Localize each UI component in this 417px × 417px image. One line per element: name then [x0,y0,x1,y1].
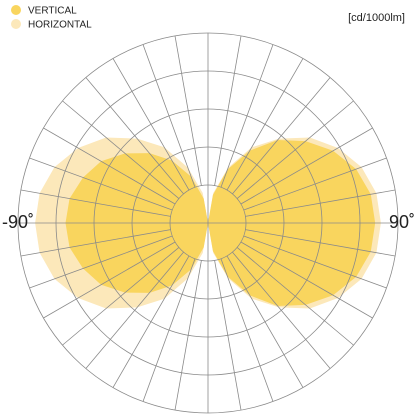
grid-spoke [174,260,202,411]
grid-spoke [142,258,196,402]
grid-spoke [236,100,354,199]
grid-spoke [43,241,176,319]
grid-spoke [112,58,190,191]
grid-spoke [20,229,171,257]
grid-spoke [232,251,331,369]
grid-spoke [43,127,176,205]
grid-spoke [240,127,373,205]
grid-spoke [220,44,274,188]
grid-spoke [243,157,387,211]
unit-label: [cd/1000lm] [348,12,405,24]
grid-spoke [232,77,331,195]
grid-spoke [245,229,396,257]
legend-swatch [11,19,21,29]
angle-label: -90˚ [2,212,34,232]
grid-spoke [240,241,373,319]
grid-spoke [236,247,354,346]
grid-spoke [243,235,387,289]
grid-spoke [29,157,173,211]
legend-label: HORIZONTAL [28,20,92,31]
grid-spoke [29,235,173,289]
grid-spoke [174,35,202,186]
legend-swatch [11,5,21,15]
grid-spoke [62,100,180,199]
grid-spoke [85,251,184,369]
grid-spoke [245,189,396,217]
grid-spoke [142,44,196,188]
grid-spoke [214,35,242,186]
grid-spoke [62,247,180,346]
angle-label: 90˚ [389,212,415,232]
legend-label: VERTICAL [28,6,77,17]
grid-spoke [20,189,171,217]
grid-spoke [214,260,242,411]
grid-spoke [226,58,304,191]
grid-spoke [220,258,274,402]
grid-spoke [226,255,304,388]
grid-spoke [112,255,190,388]
grid-spoke [85,77,184,195]
